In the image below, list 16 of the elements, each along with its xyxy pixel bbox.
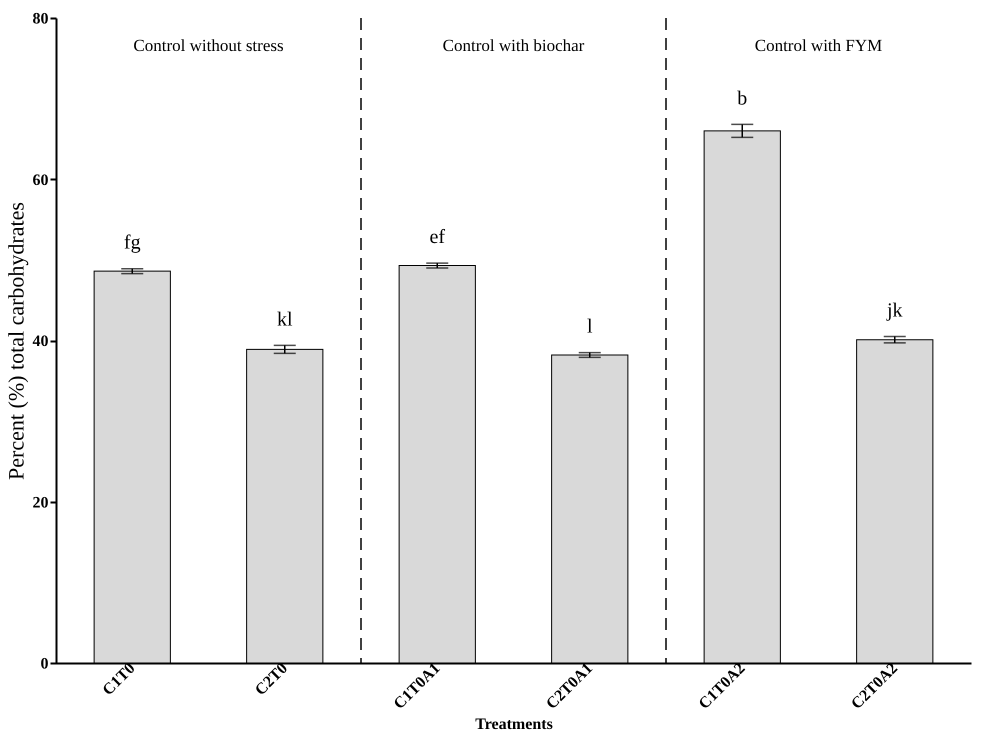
- y-tick-label: 80: [32, 10, 48, 28]
- annotation: b: [737, 87, 748, 110]
- y-tick-label: 40: [32, 333, 48, 350]
- annotation: Control with biochar: [442, 36, 585, 55]
- annotation: l: [586, 316, 593, 338]
- y-tick-label: 20: [32, 494, 48, 512]
- y-tick-label: 0: [40, 656, 48, 672]
- x-axis-title: Treatments: [475, 716, 553, 734]
- y-axis-title: Percent (%) total carbohydrates: [4, 202, 28, 480]
- annotation: ef: [429, 226, 446, 248]
- annotation: jk: [886, 299, 903, 322]
- annotation: fg: [124, 232, 141, 254]
- y-tick-label: 60: [32, 172, 48, 189]
- annotation: Control without stress: [133, 36, 284, 55]
- annotation: Control with FYM: [754, 36, 882, 55]
- annotation: kl: [276, 308, 293, 330]
